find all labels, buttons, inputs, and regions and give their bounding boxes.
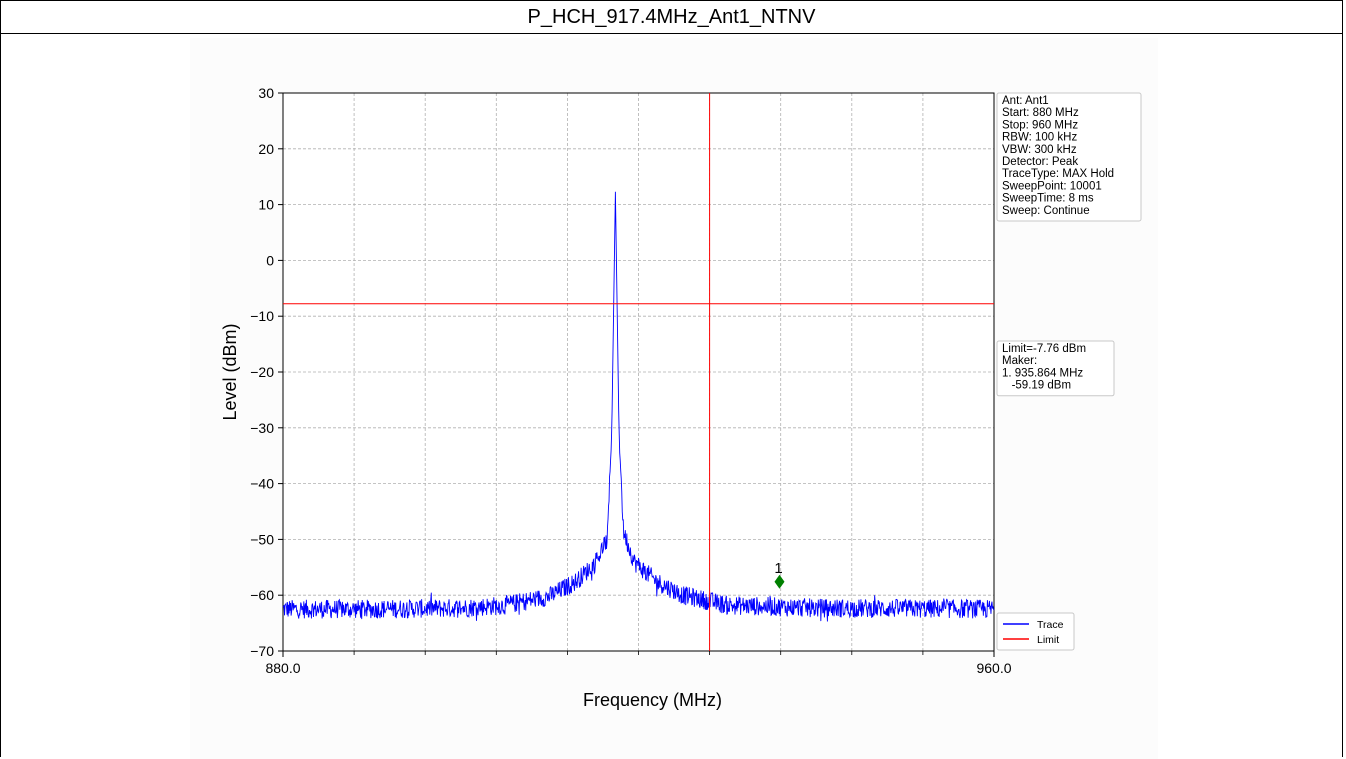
y-tick-label: 20 (258, 141, 274, 157)
y-tick-label: −40 (250, 476, 274, 492)
y-tick-label: 0 (266, 252, 274, 268)
legend-label: Trace (1037, 619, 1064, 631)
settings-box-line: SweepPoint: 10001 (1002, 180, 1102, 192)
y-tick-label: −10 (250, 308, 274, 324)
legend (996, 612, 1075, 651)
x-tick-label: 880.0 (265, 660, 300, 676)
page-title: P_HCH_917.4MHz_Ant1_NTNV (1, 1, 1342, 34)
settings-box-line: TraceType: MAX Hold (1002, 168, 1114, 180)
marker-label: 1 (774, 560, 782, 577)
y-tick-label: 30 (258, 85, 274, 101)
x-tick-label: 960.0 (976, 660, 1011, 676)
y-tick-label: 10 (258, 197, 274, 213)
y-tick-label: −60 (250, 587, 274, 603)
marker-box-line: Maker: (1002, 355, 1037, 367)
marker-box (996, 340, 1115, 397)
settings-box (996, 92, 1142, 222)
settings-box-line: Ant: Ant1 (1002, 95, 1049, 107)
settings-box-line: Detector: Peak (1002, 156, 1078, 168)
y-tick-label: −70 (250, 643, 274, 659)
settings-box-line: SweepTime: 8 ms (1002, 193, 1094, 205)
marker-box-line: 1. 935.864 MHz (1002, 367, 1083, 379)
marker-diamond (774, 574, 785, 589)
y-axis-label: Level (dBm) (220, 323, 240, 420)
marker-box-line: Limit=-7.76 dBm (1002, 343, 1086, 355)
settings-box-line: Start: 880 MHz (1002, 107, 1079, 119)
trace-line (282, 191, 995, 622)
y-tick-label: −30 (250, 420, 274, 436)
settings-box-line: Stop: 960 MHz (1002, 119, 1078, 131)
legend-label: Limit (1037, 634, 1059, 646)
settings-box-line: RBW: 100 kHz (1002, 132, 1077, 144)
marker-box-line: -59.19 dBm (1002, 380, 1071, 392)
settings-box-line: Sweep: Continue (1002, 205, 1090, 217)
settings-box-line: VBW: 300 kHz (1002, 144, 1077, 156)
x-axis-label: Frequency (MHz) (583, 690, 722, 710)
y-tick-label: −50 (250, 531, 274, 547)
y-tick-label: −20 (250, 364, 274, 380)
